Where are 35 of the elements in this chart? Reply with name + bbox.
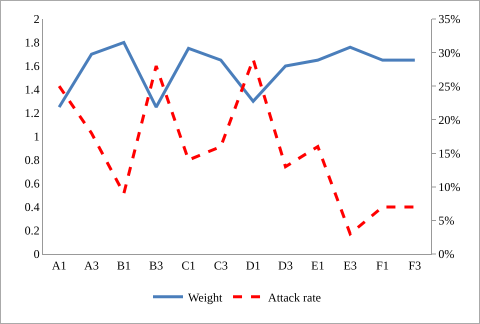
x-tick-label: C3 [214,258,228,272]
line-series [58,41,416,109]
x-tick-label: F3 [408,258,422,272]
y-tick-label: 0.6 [24,176,40,191]
x-tick-label: F1 [376,258,389,272]
y-tick-label: 1 [34,130,40,144]
y-tick-label: 0.4 [24,200,40,214]
x-tick-label: B1 [116,258,131,272]
legend-label: Weight [188,290,224,304]
y2-tick-label: 25% [438,79,460,94]
y-tick-label: 2 [34,12,40,26]
x-tick-label: D3 [278,258,293,272]
x-tick-label: A3 [84,258,99,272]
y-tick-label: 1.4 [24,82,40,97]
y2-tick-label: 20% [438,112,460,127]
y-tick-label: 0 [34,247,40,262]
y-tick-label: 1.2 [24,106,40,120]
x-tick-label: E1 [311,258,324,272]
x-tick-label: B3 [149,258,164,272]
x-tick-label: D1 [246,258,261,272]
y-tick-label: 1.6 [24,59,40,74]
x-tick-label: E3 [344,258,357,272]
y2-tick-label: 0% [438,247,454,262]
y2-tick-label: 5% [438,214,454,228]
y-tick-label: 0.2 [24,224,40,238]
x-tick-label: A1 [52,258,67,272]
x-tick-label: C1 [181,258,196,272]
y2-tick-label: 10% [438,180,460,194]
y-tick-label: 1.8 [24,36,40,50]
y-tick-label: 0.8 [24,153,40,168]
y2-tick-label: 15% [438,146,460,160]
y2-tick-label: 30% [438,46,460,60]
legend-label: Attack rate [268,290,321,304]
line-series [58,58,416,236]
y2-tick-label: 35% [438,12,460,26]
